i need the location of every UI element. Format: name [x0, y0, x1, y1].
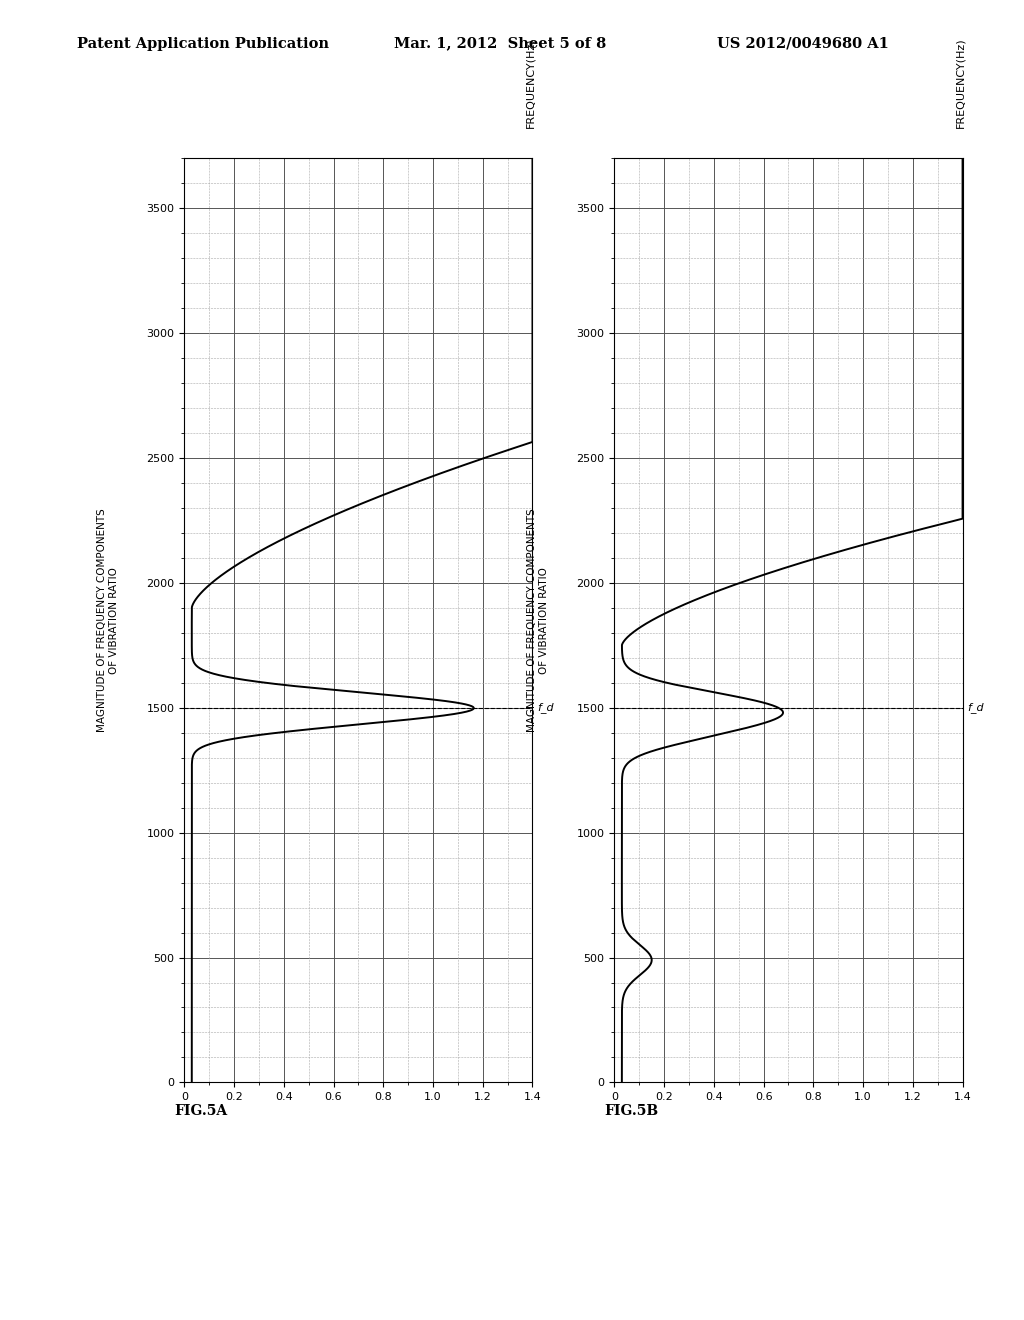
Text: MAGNITUDE OF FREQUENCY COMPONENTS
OF VIBRATION RATIO: MAGNITUDE OF FREQUENCY COMPONENTS OF VIB… [527, 508, 549, 733]
Text: US 2012/0049680 A1: US 2012/0049680 A1 [717, 37, 889, 50]
Text: f_d: f_d [538, 702, 554, 713]
Text: Patent Application Publication: Patent Application Publication [77, 37, 329, 50]
Text: FREQUENCY(Hz): FREQUENCY(Hz) [525, 38, 535, 128]
Text: f_d: f_d [968, 702, 984, 713]
Text: FREQUENCY(Hz): FREQUENCY(Hz) [955, 38, 965, 128]
Text: Mar. 1, 2012  Sheet 5 of 8: Mar. 1, 2012 Sheet 5 of 8 [394, 37, 606, 50]
Text: MAGNITUDE OF FREQUENCY COMPONENTS
OF VIBRATION RATIO: MAGNITUDE OF FREQUENCY COMPONENTS OF VIB… [97, 508, 119, 733]
Text: FIG.5A: FIG.5A [174, 1105, 227, 1118]
Text: FIG.5B: FIG.5B [604, 1105, 658, 1118]
